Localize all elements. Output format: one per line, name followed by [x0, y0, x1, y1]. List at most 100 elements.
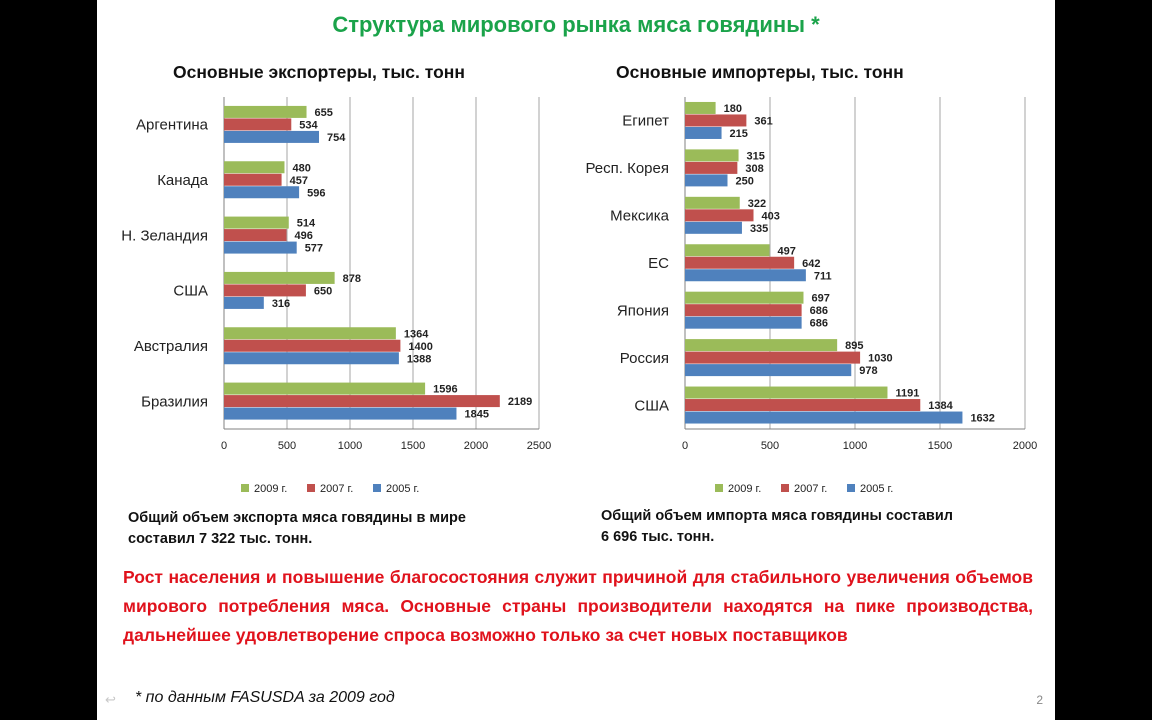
- importers-summary-line2: 6 696 тыс. тонн.: [601, 529, 715, 545]
- x-tick-label: 2500: [527, 440, 551, 452]
- bar-2005 г.: [224, 130, 320, 143]
- legend-label: 2005 г.: [860, 483, 893, 495]
- data-label: 215: [730, 128, 748, 140]
- exporters-summary: Общий объем экспорта мяса говядины в мир…: [128, 508, 466, 550]
- data-label: 686: [810, 318, 828, 330]
- x-tick-label: 1500: [928, 440, 952, 452]
- x-tick-label: 1000: [843, 440, 867, 452]
- chart-1-legend: 2009 г. 2007 г. 2005 г.: [715, 483, 893, 495]
- data-label: 655: [315, 107, 333, 119]
- data-label: 335: [750, 223, 768, 235]
- data-label: 1384: [928, 400, 953, 412]
- x-tick-label: 500: [761, 440, 779, 452]
- category-label: Аргентина: [136, 117, 209, 134]
- category-label: Россия: [620, 350, 669, 367]
- back-arrow-icon[interactable]: ↩: [105, 692, 116, 707]
- legend-label: 2009 г.: [254, 483, 287, 495]
- bar-2009 г.: [685, 291, 804, 304]
- data-label: 650: [314, 285, 332, 297]
- bar-2007 г.: [685, 351, 861, 364]
- data-label: 457: [290, 175, 308, 187]
- importers-summary: Общий объем импорта мяса говядины состав…: [601, 506, 953, 548]
- data-label: 316: [272, 298, 290, 310]
- data-label: 180: [724, 103, 742, 115]
- data-label: 878: [343, 273, 361, 285]
- data-label: 978: [859, 365, 877, 377]
- bar-2007 г.: [685, 209, 754, 222]
- legend-swatch: [715, 484, 723, 492]
- category-label: Канада: [157, 172, 208, 189]
- bar-2007 г.: [224, 118, 292, 131]
- bar-2005 г.: [685, 126, 722, 139]
- legend-label: 2007 г.: [320, 483, 353, 495]
- bar-2009 г.: [685, 244, 770, 257]
- bar-2009 г.: [685, 339, 838, 352]
- data-label: 577: [305, 243, 323, 255]
- category-label: Австралия: [134, 338, 208, 355]
- x-tick-label: 0: [221, 440, 227, 452]
- bar-2007 г.: [685, 114, 747, 127]
- legend-swatch: [781, 484, 789, 492]
- legend-label: 2007 г.: [794, 483, 827, 495]
- category-label: Респ. Корея: [585, 160, 669, 177]
- exporters-summary-line1: Общий объем экспорта мяса говядины в мир…: [128, 510, 466, 526]
- exporters-summary-line2: составил 7 322 тыс. тонн.: [128, 531, 313, 547]
- legend-label: 2005 г.: [386, 483, 419, 495]
- chart-0-legend: 2009 г. 2007 г. 2005 г.: [241, 483, 419, 495]
- conclusion-text: Рост населения и повышение благосостояни…: [123, 567, 1033, 645]
- x-tick-label: 1500: [401, 440, 425, 452]
- chart-1-plot: 0 500 1000 1500 2000 Египет 180 361 215 Респ. Кор…: [585, 97, 1037, 452]
- slide-title: Структура мирового рынка мяса говядины *: [332, 12, 820, 37]
- bar-2005 г.: [685, 221, 742, 234]
- bar-2009 г.: [224, 161, 285, 174]
- category-label: Н. Зеландия: [121, 227, 208, 244]
- category-label: Мексика: [610, 208, 670, 225]
- data-label: 322: [748, 198, 766, 210]
- data-label: 1191: [895, 388, 919, 400]
- category-label: США: [173, 283, 208, 300]
- x-tick-label: 2000: [1013, 440, 1037, 452]
- bar-2005 г.: [685, 364, 852, 377]
- slide: Структура мирового рынка мяса говядины *…: [97, 0, 1055, 720]
- bar-2009 г.: [224, 382, 426, 395]
- bar-2007 г.: [685, 161, 738, 174]
- data-label: 711: [814, 270, 832, 282]
- bar-2009 г.: [685, 149, 739, 162]
- bar-2007 г.: [224, 173, 282, 186]
- bar-2005 г.: [224, 352, 399, 365]
- data-label: 1030: [868, 353, 892, 365]
- bar-2005 г.: [224, 407, 457, 420]
- bar-2007 г.: [224, 339, 401, 352]
- data-label: 1632: [970, 413, 994, 425]
- data-label: 1364: [404, 328, 429, 340]
- data-label: 1388: [407, 353, 431, 365]
- data-label: 642: [802, 258, 820, 270]
- data-label: 480: [292, 162, 310, 174]
- bar-2007 г.: [224, 229, 287, 242]
- bar-2005 г.: [685, 174, 728, 187]
- importers-chart-title: Основные импортеры, тыс. тонн: [616, 62, 904, 82]
- data-label: 250: [736, 175, 754, 187]
- data-label: 315: [747, 150, 765, 162]
- data-label: 534: [299, 119, 318, 131]
- bar-2009 г.: [685, 386, 888, 399]
- data-label: 895: [845, 340, 863, 352]
- data-label: 403: [762, 210, 780, 222]
- bar-2009 г.: [685, 196, 740, 209]
- category-label: Бразилия: [141, 393, 208, 410]
- bar-2007 г.: [224, 395, 500, 408]
- bar-2005 г.: [685, 316, 802, 329]
- bar-2009 г.: [224, 271, 335, 284]
- x-tick-label: 500: [278, 440, 296, 452]
- bar-2009 г.: [224, 216, 289, 229]
- x-tick-label: 2000: [464, 440, 488, 452]
- bar-2007 г.: [685, 399, 921, 412]
- bar-2007 г.: [685, 304, 802, 317]
- category-label: Египет: [622, 113, 669, 130]
- x-tick-label: 1000: [338, 440, 362, 452]
- category-label: ЕС: [648, 255, 669, 272]
- data-label: 754: [327, 132, 346, 144]
- bar-2009 г.: [224, 327, 396, 340]
- bar-2009 г.: [224, 105, 307, 118]
- footnote: * по данным FASUSDA за 2009 год: [135, 689, 395, 706]
